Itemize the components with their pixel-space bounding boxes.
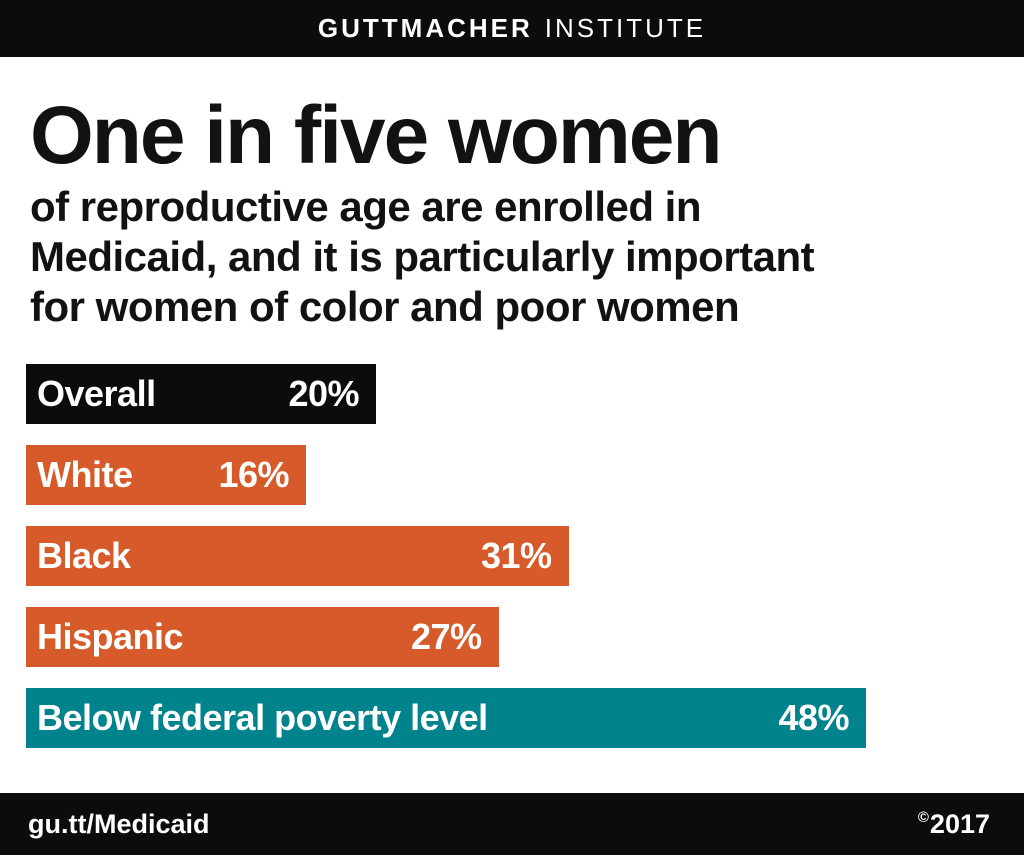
main-content: One in five women of reproductive age ar… [0,95,1024,748]
header-bar: GUTTMACHER INSTITUTE [0,0,1024,57]
bar-label: Black [37,535,131,576]
copyright: ©2017 [918,809,990,840]
subtitle-line-2: Medicaid, and it is particularly importa… [30,233,815,280]
bar-label: White [37,454,133,495]
bar-value: 20% [288,373,359,414]
bar-row: White 16% [26,445,306,505]
bar-value: 27% [410,616,482,657]
subtitle-line-3: for women of color and poor women [30,283,740,330]
bar-value: 31% [480,535,552,576]
brand-name-primary: GUTTMACHER [317,13,533,43]
copyright-year: 2017 [929,808,990,839]
bar-row: Below federal poverty level 48% [26,688,866,748]
footer-link[interactable]: gu.tt/Medicaid [28,808,210,839]
subtitle-line-1: of reproductive age are enrolled in [30,183,702,230]
brand-name-secondary: INSTITUTE [544,13,707,43]
bar-row: Black 31% [26,526,569,586]
bar-row: Hispanic 27% [26,607,499,667]
bar-label: Hispanic [37,616,184,657]
copyright-icon: © [917,808,929,826]
page-subtitle: of reproductive age are enrolled in Medi… [30,182,1024,332]
bar-label: Below federal poverty level [37,697,488,738]
bar-row: Overall 20% [26,364,376,424]
page-title: One in five women [30,90,722,181]
brand-logo: GUTTMACHER INSTITUTE [318,13,706,44]
bar-chart: Overall 20% White 16% Black 31% Hispanic 27% Bel… [26,364,1024,748]
bar-label: Overall [37,373,156,414]
bar-value: 48% [778,697,849,738]
footer-bar: gu.tt/Medicaid ©2017 [0,793,1024,855]
bar-value: 16% [218,454,289,495]
